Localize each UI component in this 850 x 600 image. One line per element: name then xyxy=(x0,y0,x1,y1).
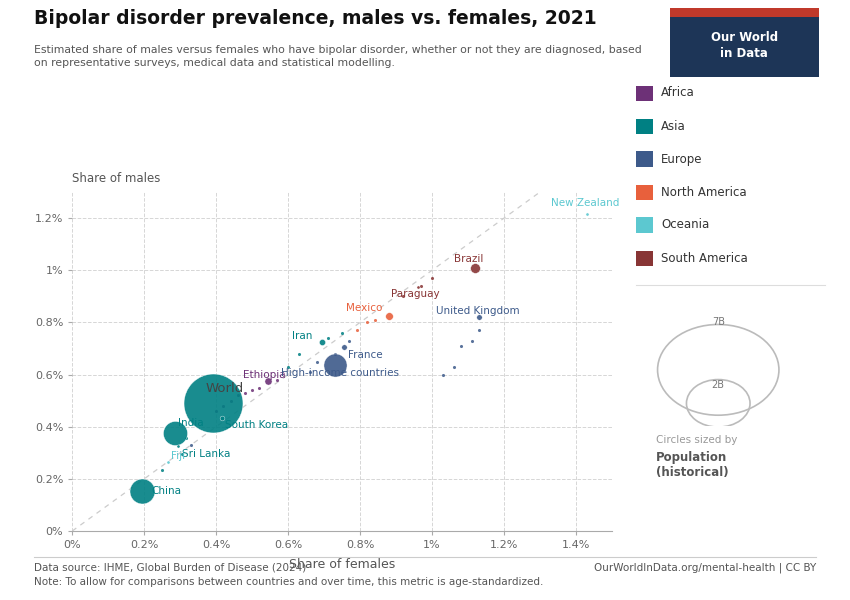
Point xyxy=(328,361,342,370)
Point xyxy=(215,413,229,422)
Text: Paraguay: Paraguay xyxy=(391,289,439,299)
Point xyxy=(262,376,275,386)
Point xyxy=(472,313,485,322)
Point xyxy=(468,263,482,272)
Point xyxy=(465,336,479,346)
Point xyxy=(411,283,424,292)
Point xyxy=(168,428,182,438)
Point xyxy=(321,333,335,343)
Point xyxy=(224,396,237,406)
Point xyxy=(303,367,316,377)
Point xyxy=(178,434,192,443)
Text: North America: North America xyxy=(661,185,747,199)
Point xyxy=(315,337,329,347)
Text: Our World
in Data: Our World in Data xyxy=(711,31,778,60)
Point xyxy=(206,398,219,408)
Point xyxy=(310,356,324,366)
Text: Circles sized by: Circles sized by xyxy=(656,435,738,445)
Point xyxy=(396,292,410,301)
Text: South Korea: South Korea xyxy=(225,420,288,430)
Text: Ethiopia: Ethiopia xyxy=(243,370,286,380)
Point xyxy=(246,385,259,395)
Text: Data source: IHME, Global Burden of Disease (2024): Data source: IHME, Global Burden of Dise… xyxy=(34,563,306,573)
Point xyxy=(472,325,485,335)
Point xyxy=(343,336,356,346)
Text: China: China xyxy=(151,485,181,496)
Point xyxy=(337,343,351,352)
Text: Bipolar disorder prevalence, males vs. females, 2021: Bipolar disorder prevalence, males vs. f… xyxy=(34,9,597,28)
Point xyxy=(349,325,363,335)
Text: South America: South America xyxy=(661,251,748,265)
Text: (historical): (historical) xyxy=(656,466,728,479)
Text: India: India xyxy=(178,418,204,428)
Text: Share of males: Share of males xyxy=(72,172,161,185)
Point xyxy=(382,311,396,320)
Point xyxy=(231,391,245,400)
Text: Oceania: Oceania xyxy=(661,218,710,232)
Text: Sri Lanka: Sri Lanka xyxy=(182,449,230,459)
Text: Iran: Iran xyxy=(292,331,312,341)
Point xyxy=(217,401,230,410)
Point xyxy=(252,383,266,392)
Text: 2B: 2B xyxy=(711,380,725,390)
Point xyxy=(335,328,348,338)
Text: New Zealand: New Zealand xyxy=(551,197,619,208)
Point xyxy=(292,349,306,358)
Text: High-income countries: High-income countries xyxy=(281,368,399,378)
Point xyxy=(209,406,223,416)
Point xyxy=(136,486,150,496)
Point xyxy=(328,349,342,358)
Point xyxy=(447,362,461,371)
Point xyxy=(281,362,295,371)
Text: France: France xyxy=(348,350,382,360)
Point xyxy=(454,341,468,350)
Text: 7B: 7B xyxy=(711,317,725,328)
Text: Population: Population xyxy=(656,451,728,464)
Text: World: World xyxy=(206,382,244,395)
Text: Note: To allow for comparisons between countries and over time, this metric is a: Note: To allow for comparisons between c… xyxy=(34,577,543,587)
X-axis label: Share of females: Share of females xyxy=(289,559,395,571)
Point xyxy=(360,317,374,327)
Text: Europe: Europe xyxy=(661,152,703,166)
Text: Asia: Asia xyxy=(661,119,686,133)
Point xyxy=(175,449,189,459)
Point xyxy=(238,388,252,398)
Text: Africa: Africa xyxy=(661,86,695,100)
Point xyxy=(580,209,593,219)
Point xyxy=(436,370,450,379)
Text: United Kingdom: United Kingdom xyxy=(436,306,519,316)
Point xyxy=(156,465,169,475)
Point xyxy=(270,375,284,385)
Point xyxy=(161,457,174,467)
Point xyxy=(415,281,428,290)
Text: Estimated share of males versus females who have bipolar disorder, whether or no: Estimated share of males versus females … xyxy=(34,45,642,68)
Point xyxy=(184,440,198,450)
Point xyxy=(368,315,382,325)
Text: Mexico: Mexico xyxy=(346,303,382,313)
Text: Fiji: Fiji xyxy=(171,451,185,461)
Text: Brazil: Brazil xyxy=(454,254,483,264)
Point xyxy=(172,442,185,451)
Text: OurWorldInData.org/mental-health | CC BY: OurWorldInData.org/mental-health | CC BY xyxy=(594,563,816,574)
Point xyxy=(425,273,439,283)
